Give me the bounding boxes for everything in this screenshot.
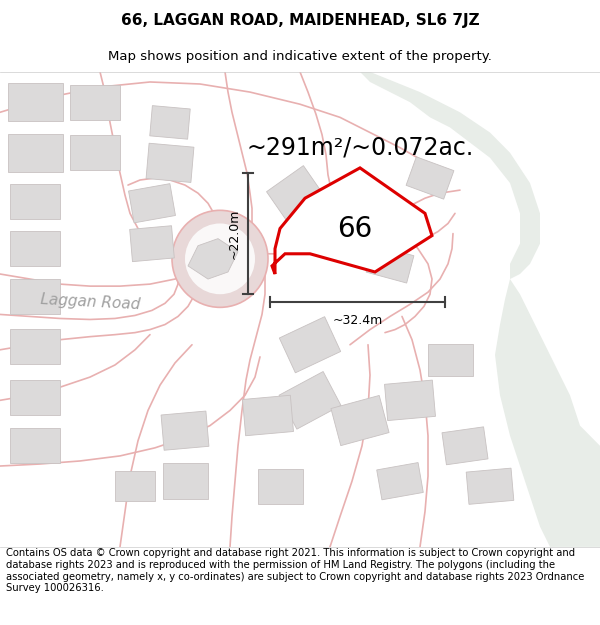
Polygon shape	[331, 396, 389, 446]
Polygon shape	[10, 329, 60, 364]
Circle shape	[172, 211, 268, 308]
Polygon shape	[266, 166, 323, 221]
Polygon shape	[128, 184, 175, 223]
Polygon shape	[10, 379, 60, 415]
Polygon shape	[163, 464, 208, 499]
Polygon shape	[385, 380, 436, 421]
Polygon shape	[242, 395, 293, 436]
Text: ~291m²/~0.072ac.: ~291m²/~0.072ac.	[247, 136, 473, 159]
Polygon shape	[272, 168, 432, 274]
Polygon shape	[257, 469, 302, 504]
Polygon shape	[10, 231, 60, 266]
Polygon shape	[427, 344, 473, 376]
Polygon shape	[10, 279, 60, 314]
Circle shape	[185, 224, 255, 294]
Polygon shape	[360, 72, 540, 279]
Polygon shape	[161, 411, 209, 450]
Polygon shape	[495, 279, 600, 547]
Polygon shape	[279, 371, 341, 429]
Polygon shape	[304, 184, 356, 233]
Text: 66: 66	[337, 214, 373, 243]
Text: 66, LAGGAN ROAD, MAIDENHEAD, SL6 7JZ: 66, LAGGAN ROAD, MAIDENHEAD, SL6 7JZ	[121, 12, 479, 28]
Polygon shape	[7, 83, 62, 121]
Text: ~22.0m: ~22.0m	[227, 208, 241, 259]
Text: Laggan Road: Laggan Road	[40, 292, 140, 312]
Polygon shape	[115, 471, 155, 501]
Text: Contains OS data © Crown copyright and database right 2021. This information is : Contains OS data © Crown copyright and d…	[6, 549, 584, 593]
Polygon shape	[280, 317, 341, 373]
Polygon shape	[366, 245, 414, 283]
Polygon shape	[10, 428, 60, 464]
Polygon shape	[146, 143, 194, 182]
Polygon shape	[150, 106, 190, 139]
Polygon shape	[70, 135, 120, 171]
Text: ~32.4m: ~32.4m	[332, 314, 383, 327]
Polygon shape	[377, 462, 423, 500]
Polygon shape	[406, 157, 454, 199]
Polygon shape	[10, 184, 60, 219]
Polygon shape	[442, 427, 488, 465]
Polygon shape	[130, 226, 175, 262]
Polygon shape	[7, 134, 62, 172]
Text: Map shows position and indicative extent of the property.: Map shows position and indicative extent…	[108, 49, 492, 62]
Polygon shape	[188, 239, 238, 279]
Polygon shape	[70, 84, 120, 120]
Polygon shape	[466, 468, 514, 504]
